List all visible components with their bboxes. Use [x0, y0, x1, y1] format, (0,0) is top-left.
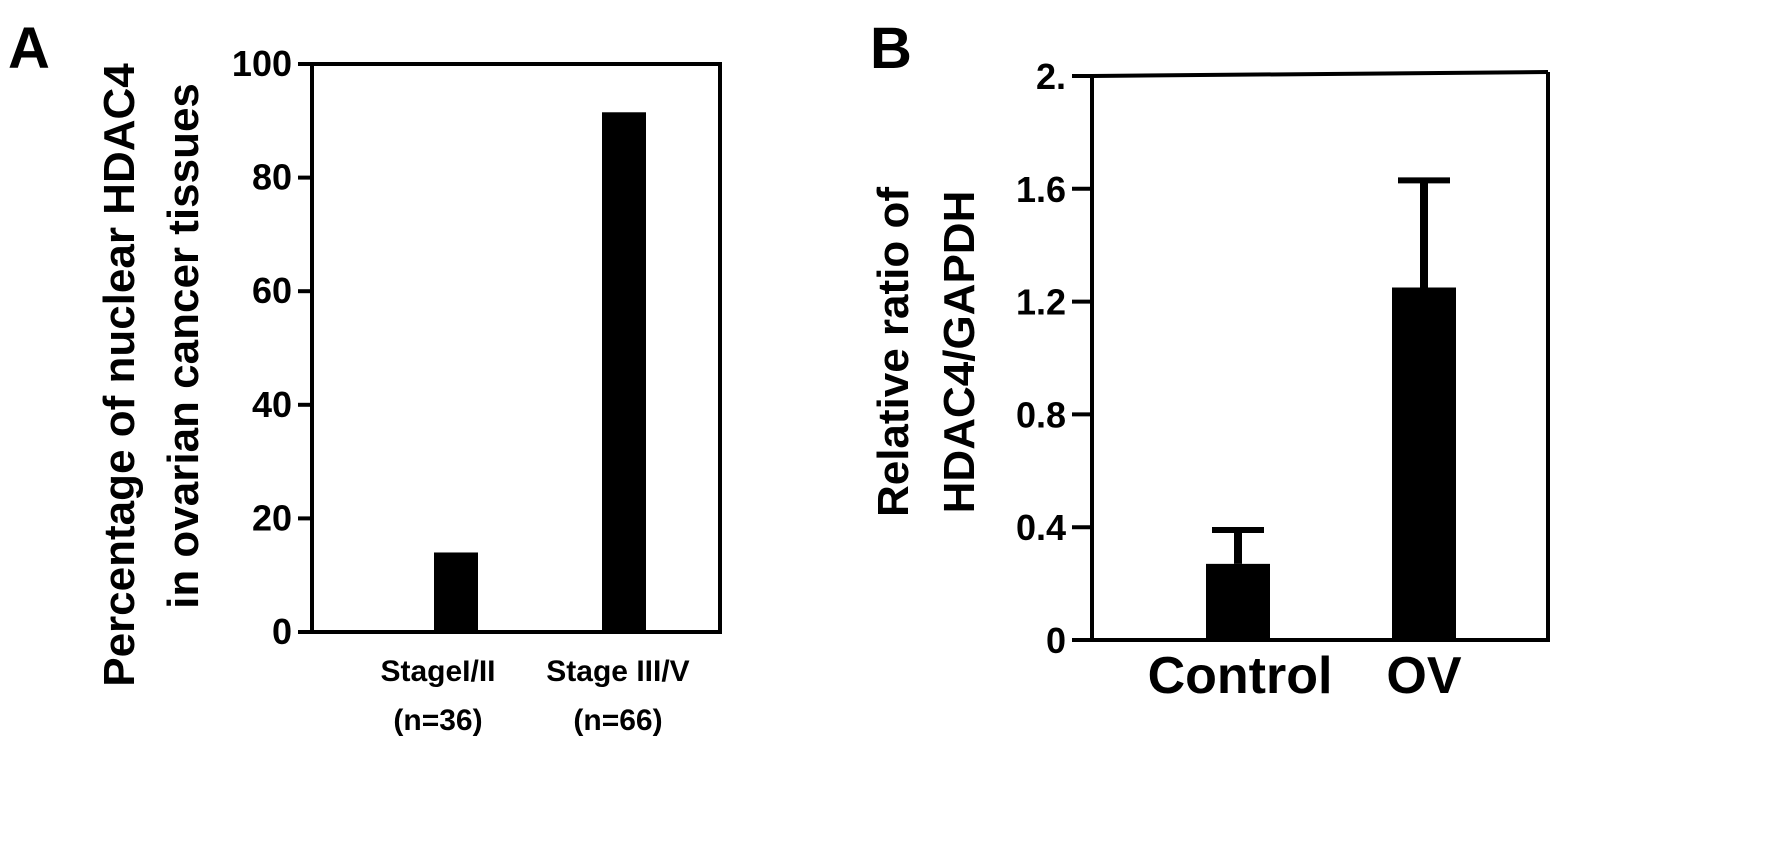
category-label: (n=66) — [573, 704, 662, 737]
y-tick-label: 0.8 — [1016, 394, 1066, 435]
plot-frame-a — [310, 62, 722, 634]
category-label: Stage III/V — [546, 655, 689, 688]
bars-a — [434, 112, 646, 632]
plot-frame-b — [1090, 70, 1550, 642]
y-axis-label-b-line2: HDAC4/GAPDH — [935, 191, 984, 514]
y-tick-label: 60 — [252, 270, 292, 311]
category-label: OV — [1386, 647, 1461, 705]
bar — [602, 112, 646, 632]
bar — [1392, 287, 1456, 640]
y-tick-label: 0 — [1046, 620, 1066, 661]
category-label: Control — [1148, 647, 1333, 705]
y-axis-label-b-line1: Relative ratio of — [869, 187, 918, 517]
y-axis-label-a-line1: Percentage of nuclear HDAC4 — [95, 63, 144, 687]
y-tick-label: 0 — [272, 611, 292, 652]
y-tick-label: 1.2 — [1016, 282, 1066, 323]
y-ticks-b: 0 0.4 0.8 1.2 1.6 2. — [1016, 56, 1092, 661]
bar — [1206, 563, 1270, 640]
y-tick-label: 2. — [1036, 56, 1066, 97]
y-axis-label-b: Relative ratio of HDAC4/GAPDH — [869, 187, 984, 517]
panel-b: B Relative ratio of HDAC4/GAPDH 0 0.4 0.8 1… — [869, 16, 1550, 705]
y-axis-label-a-line2: in ovarian cancer tissues — [159, 83, 208, 609]
category-label: StageI/II — [380, 655, 495, 688]
y-axis-label-a: Percentage of nuclear HDAC4 in ovarian c… — [95, 63, 208, 687]
y-tick-label: 0.4 — [1016, 507, 1066, 548]
bars-b — [1206, 177, 1456, 640]
category-labels-b: Control OV — [1148, 647, 1462, 705]
panel-letter-a: A — [8, 16, 50, 81]
y-tick-label: 1.6 — [1016, 169, 1066, 210]
y-tick-label: 40 — [252, 384, 292, 425]
y-tick-label: 100 — [232, 43, 292, 84]
y-tick-label: 80 — [252, 157, 292, 198]
panel-letter-b: B — [870, 16, 912, 81]
panel-a: A Percentage of nuclear HDAC4 in ovarian… — [8, 16, 722, 737]
category-label: (n=36) — [393, 704, 482, 737]
y-tick-label: 20 — [252, 497, 292, 538]
bar — [434, 552, 478, 632]
category-labels-a: StageI/II (n=36) Stage III/V (n=66) — [380, 655, 689, 737]
y-ticks-a: 0 20 40 60 80 100 — [232, 43, 312, 652]
